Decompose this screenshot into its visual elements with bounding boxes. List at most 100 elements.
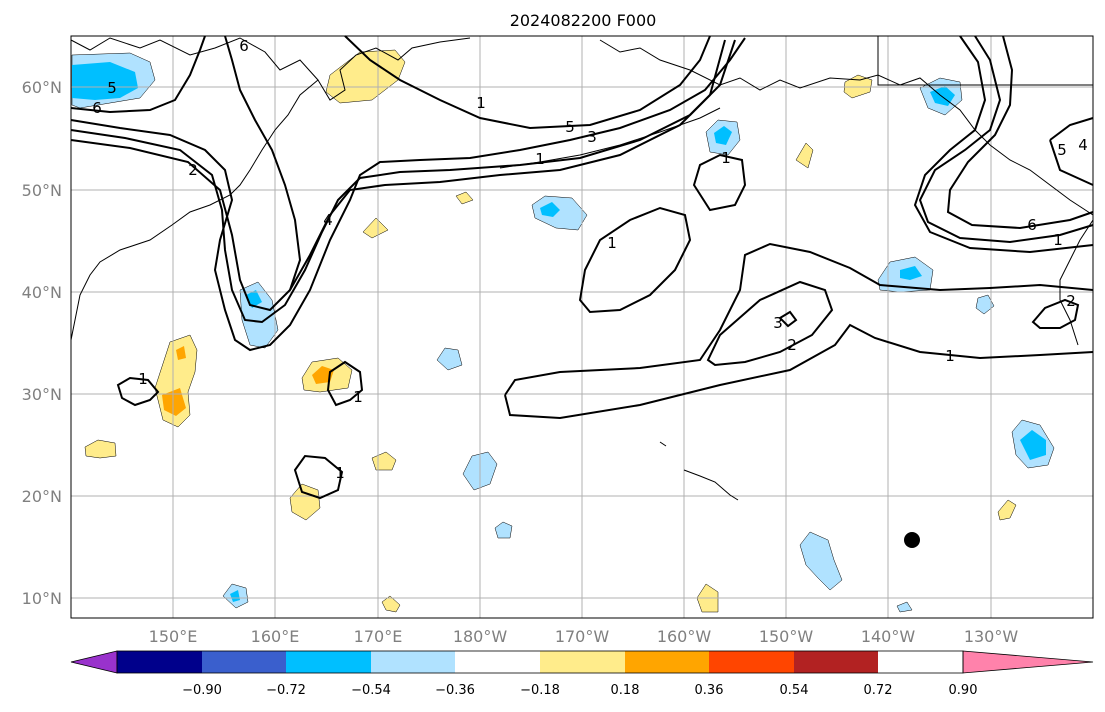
anomaly-positive-region: [455, 191, 474, 205]
anomaly-positive-region: [362, 217, 389, 239]
anomaly-negative-core: [230, 590, 240, 602]
anomaly-negative-region: [896, 601, 913, 613]
colorbar-tick-label: 0.18: [611, 683, 640, 698]
colorbar-segment: [794, 651, 878, 673]
contour-label: 5: [107, 79, 117, 97]
contour-label: 1: [535, 150, 545, 168]
anomaly-negative-region: [799, 531, 843, 591]
colorbar-tick-label: −0.36: [435, 683, 475, 698]
colorbar-segment: [70, 650, 118, 674]
colorbar-segment: [540, 651, 625, 673]
colorbar-tick-label: −0.90: [182, 683, 222, 698]
colorbar-tick-label: 0.54: [780, 683, 809, 698]
contour-label: 1: [138, 370, 148, 388]
coastline-region-box: [877, 36, 1093, 86]
lon-label: 130°W: [964, 627, 1019, 646]
colorbar-segment: [709, 651, 794, 673]
lon-label: 150°E: [149, 627, 198, 646]
contour-line: [778, 310, 798, 328]
contour-line: [504, 323, 1094, 420]
contour-label: 6: [239, 37, 249, 55]
lon-label: 160°W: [657, 627, 712, 646]
lon-label: 180°W: [453, 627, 508, 646]
contour-labels: 6 5 6 5 3 1 2 1 4 1 1 3 2 1 1 1 1 6 1 5 …: [92, 37, 1088, 482]
contour-line: [946, 35, 1094, 230]
contour-line: [1031, 298, 1080, 329]
colorbar: [70, 650, 1094, 674]
anomaly-positive-core: [162, 388, 186, 416]
map-frame: [70, 35, 1094, 619]
lon-label: 150°W: [759, 627, 814, 646]
contour-label: 4: [323, 211, 333, 229]
anomaly-positive-core: [176, 346, 186, 360]
contour-line: [224, 35, 302, 291]
colorbar-tick-label: 0.36: [695, 683, 724, 698]
map-panel: 6 5 6 5 3 1 2 1 4 1 1 3 2 1 1 1 1 6 1 5 …: [70, 35, 1094, 619]
contour-label: 1: [607, 234, 617, 252]
contour-line: [70, 35, 206, 114]
contour-label: 1: [1053, 231, 1063, 249]
latitude-labels: 60°N 50°N 40°N 30°N 20°N 10°N: [22, 78, 62, 608]
coastline-asia: [70, 37, 319, 341]
anomaly-negative-core: [900, 266, 922, 280]
contour-line: [344, 35, 711, 130]
contour-label: 5: [565, 118, 575, 136]
lat-label: 40°N: [22, 283, 62, 302]
contour-line: [70, 37, 746, 352]
longitude-labels: 150°E 160°E 170°E 180°W 170°W 160°W 150°…: [149, 627, 1019, 646]
lon-label: 170°E: [354, 627, 403, 646]
anomaly-positive-region: [325, 49, 406, 104]
contour-label: 6: [92, 99, 102, 117]
anomaly-positive-region: [381, 595, 401, 613]
contour-line: [293, 454, 344, 500]
contour-line: [692, 153, 747, 212]
contour-label: 1: [721, 149, 731, 167]
colorbar-tick-label: 0.72: [864, 683, 893, 698]
contour-line: [70, 39, 736, 324]
colorbar-segment: [962, 650, 1094, 674]
contour-label: 2: [787, 336, 797, 354]
anomaly-negative-region: [436, 347, 463, 371]
colorbar-labels: −0.90 −0.72 −0.54 −0.36 −0.18 0.18 0.36 …: [182, 683, 977, 698]
colorbar-tick-label: −0.54: [351, 683, 391, 698]
graticule: [71, 36, 1093, 618]
colorbar-segment: [455, 651, 540, 673]
contour-label: 1: [335, 464, 345, 482]
lat-label: 50°N: [22, 181, 62, 200]
contour-line: [1049, 117, 1094, 186]
contour-line: [116, 376, 160, 407]
anomaly-negative-core: [1020, 430, 1046, 460]
anomaly-negative-core: [72, 62, 138, 100]
contours: [70, 35, 1094, 500]
colorbar-segment: [117, 651, 202, 673]
lat-label: 30°N: [22, 385, 62, 404]
lat-label: 20°N: [22, 487, 62, 506]
colorbar-tick-label: −0.72: [266, 683, 306, 698]
coastline-north-america: [1059, 219, 1094, 346]
anomaly-positive-region: [795, 142, 814, 169]
contour-label: 6: [1027, 216, 1037, 234]
colorbar-segment: [625, 651, 709, 673]
anomaly-negative-core: [540, 202, 560, 217]
contour-label: 1: [945, 347, 955, 365]
coastline-hawaii: [659, 441, 739, 501]
anomaly-positive-region: [289, 483, 321, 521]
contour-label: 1: [476, 94, 486, 112]
lon-label: 140°W: [861, 627, 916, 646]
anomaly-positive-region: [997, 499, 1017, 521]
colorbar-tick-label: 0.90: [949, 683, 978, 698]
map-title: 2024082200 F000: [510, 11, 657, 30]
contour-line: [913, 35, 1094, 254]
contour-line: [326, 360, 364, 407]
anomaly-negative-core: [714, 126, 732, 145]
contour-label: 2: [1066, 292, 1076, 310]
colorbar-tick-label: −0.18: [520, 683, 560, 698]
colorbar-segment: [371, 651, 455, 673]
contour-label: 3: [773, 314, 783, 332]
contour-line: [706, 280, 834, 367]
contour-line: [504, 242, 1094, 396]
contour-line: [70, 39, 726, 312]
contour-label: 3: [587, 128, 597, 146]
contour-label: 1: [353, 388, 363, 406]
